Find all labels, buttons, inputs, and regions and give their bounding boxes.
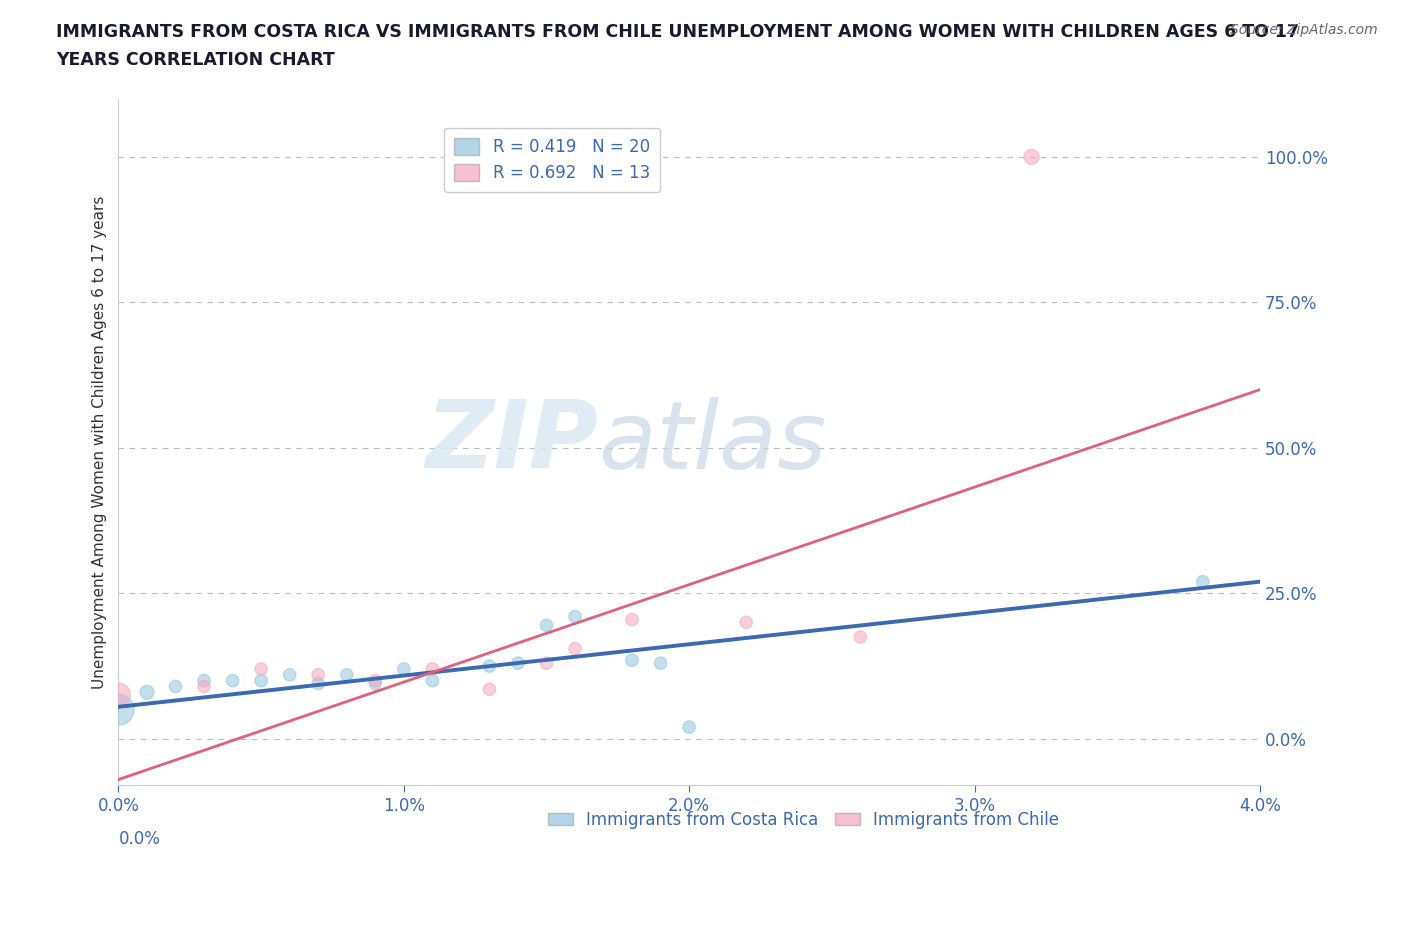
Point <box>136 684 159 699</box>
Point <box>478 682 501 697</box>
Point <box>107 702 129 717</box>
Point <box>650 656 672 671</box>
Point <box>336 668 359 683</box>
Point <box>364 673 387 688</box>
Point <box>193 673 215 688</box>
Point <box>678 720 700 735</box>
Text: IMMIGRANTS FROM COSTA RICA VS IMMIGRANTS FROM CHILE UNEMPLOYMENT AMONG WOMEN WIT: IMMIGRANTS FROM COSTA RICA VS IMMIGRANTS… <box>56 23 1299 41</box>
Y-axis label: Unemployment Among Women with Children Ages 6 to 17 years: Unemployment Among Women with Children A… <box>93 195 107 689</box>
Text: YEARS CORRELATION CHART: YEARS CORRELATION CHART <box>56 51 335 69</box>
Point <box>564 641 586 656</box>
Point <box>564 609 586 624</box>
Point <box>849 630 872 644</box>
Point <box>735 615 758 630</box>
Point <box>278 668 301 683</box>
Point <box>250 673 273 688</box>
Text: Source: ZipAtlas.com: Source: ZipAtlas.com <box>1230 23 1378 37</box>
Text: 0.0%: 0.0% <box>118 830 160 848</box>
Point <box>392 661 415 676</box>
Text: ZIP: ZIP <box>425 396 598 488</box>
Legend: Immigrants from Costa Rica, Immigrants from Chile: Immigrants from Costa Rica, Immigrants f… <box>541 804 1066 835</box>
Point <box>307 676 329 691</box>
Point <box>250 661 273 676</box>
Point <box>536 656 558 671</box>
Point <box>107 687 129 702</box>
Point <box>1021 150 1043 165</box>
Point <box>506 656 529 671</box>
Point <box>420 661 443 676</box>
Point <box>307 668 329 683</box>
Point <box>364 676 387 691</box>
Point <box>165 679 187 694</box>
Point <box>1191 574 1213 589</box>
Point <box>621 612 644 627</box>
Point <box>420 673 443 688</box>
Point <box>478 658 501 673</box>
Text: atlas: atlas <box>598 396 827 487</box>
Point <box>193 679 215 694</box>
Point <box>621 653 644 668</box>
Point <box>536 618 558 632</box>
Point <box>221 673 243 688</box>
